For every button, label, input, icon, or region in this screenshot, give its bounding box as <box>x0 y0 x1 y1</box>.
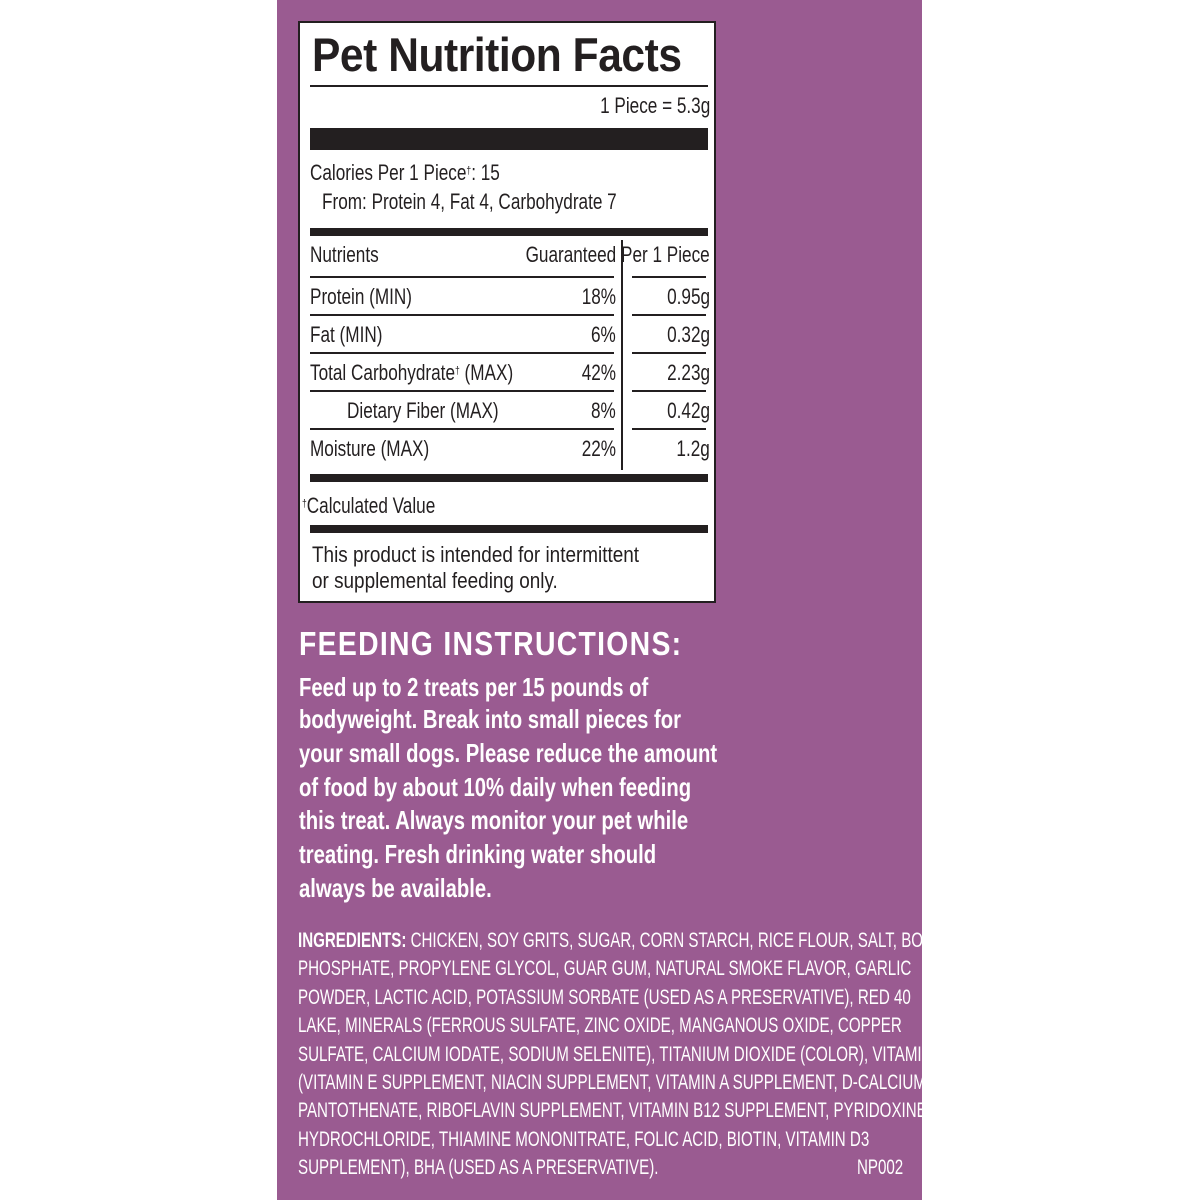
header-nutrients: Nutrients <box>310 242 379 267</box>
row-divider <box>632 314 706 316</box>
row-divider <box>310 276 614 278</box>
nutrient-name-text: Total Carbohydrate <box>310 360 455 385</box>
thick-divider <box>310 228 708 236</box>
per-piece-value: 0.95g <box>667 284 710 309</box>
header-per-piece: Per 1 Piece <box>621 242 710 267</box>
ingredients-line: INGREDIENTS: CHICKEN, SOY GRITS, SUGAR, … <box>298 927 944 955</box>
ingredients-line: LAKE, MINERALS (FERROUS SULFATE, ZINC OX… <box>298 1014 902 1037</box>
ingredients-line: HYDROCHLORIDE, THIAMINE MONONITRATE, FOL… <box>298 1128 870 1151</box>
calories-label: Calories Per 1 Piece <box>310 160 467 185</box>
feeding-line: always be available. <box>299 873 492 903</box>
ingredients-text: CHICKEN, SOY GRITS, SUGAR, CORN STARCH, … <box>406 929 945 952</box>
feeding-line: of food by about 10% daily when feeding <box>299 772 692 802</box>
thick-divider <box>310 128 708 150</box>
row-divider <box>632 276 706 278</box>
footnote-text: Calculated Value <box>306 493 436 518</box>
disclaimer-line: or supplemental feeding only. <box>312 568 558 593</box>
ingredients-line: PHOSPHATE, PROPYLENE GLYCOL, GUAR GUM, N… <box>298 957 912 980</box>
ingredients-line: (VITAMIN E SUPPLEMENT, NIACIN SUPPLEMENT… <box>298 1071 926 1094</box>
nutrient-suffix: (MAX) <box>459 360 514 385</box>
row-divider <box>310 314 614 316</box>
row-divider <box>632 352 706 354</box>
nutrient-name: Moisture (MAX) <box>310 436 430 461</box>
nutrient-name: Fat (MIN) <box>310 322 383 347</box>
guaranteed-value: 6% <box>591 322 616 347</box>
per-piece-value: 2.23g <box>667 360 710 385</box>
calories: Calories Per 1 Piece†: 15 <box>310 160 500 186</box>
dagger-mark: † <box>302 498 307 510</box>
per-piece-value: 0.32g <box>667 322 710 347</box>
guaranteed-value: 42% <box>581 360 616 385</box>
per-piece-value: 0.42g <box>667 398 710 423</box>
nutrition-title: Pet Nutrition Facts <box>312 28 682 81</box>
serving-size: 1 Piece = 5.3g <box>599 93 710 118</box>
feeding-line: bodyweight. Break into small pieces for <box>299 704 682 734</box>
footnote: †Calculated Value <box>302 493 435 519</box>
feeding-line: Feed up to 2 treats per 15 pounds of <box>299 672 649 702</box>
guaranteed-value: 18% <box>581 284 616 309</box>
ingredients-line: SULFATE, CALCIUM IODATE, SODIUM SELENITE… <box>298 1043 943 1066</box>
ingredients-line: SUPPLEMENT), BHA (USED AS A PRESERVATIVE… <box>298 1156 659 1179</box>
nutrition-facts-label: Pet Nutrition Facts 1 Piece = 5.3g Calor… <box>298 21 716 603</box>
ingredients-label: INGREDIENTS: <box>298 929 407 952</box>
row-divider <box>632 390 706 392</box>
calories-from: From: Protein 4, Fat 4, Carbohydrate 7 <box>322 189 617 214</box>
dagger-mark: † <box>454 365 460 377</box>
guaranteed-value: 22% <box>581 436 616 461</box>
nutrient-name: Total Carbohydrate† (MAX) <box>310 360 513 386</box>
row-divider <box>310 352 614 354</box>
guaranteed-value: 8% <box>591 398 616 423</box>
thick-divider <box>310 525 708 533</box>
feeding-line: treating. Fresh drinking water should <box>299 839 657 869</box>
nutrient-name: Dietary Fiber (MAX) <box>347 398 499 423</box>
dagger-mark: † <box>466 165 472 177</box>
row-divider <box>632 428 706 430</box>
disclaimer-line: This product is intended for intermitten… <box>312 542 640 567</box>
thick-divider <box>310 474 708 482</box>
header-guaranteed: Guaranteed <box>525 242 616 267</box>
row-divider <box>310 428 614 430</box>
nutrient-name: Protein (MIN) <box>310 284 413 309</box>
divider <box>310 85 708 87</box>
feeding-line: your small dogs. Please reduce the amoun… <box>299 738 718 768</box>
ingredients-line: PANTOTHENATE, RIBOFLAVIN SUPPLEMENT, VIT… <box>298 1099 927 1122</box>
calories-value: : 15 <box>471 160 500 185</box>
per-piece-value: 1.2g <box>676 436 710 461</box>
feeding-instructions-title: FEEDING INSTRUCTIONS: <box>299 625 683 662</box>
column-divider <box>621 240 623 470</box>
ingredients-line: POWDER, LACTIC ACID, POTASSIUM SORBATE (… <box>298 986 911 1009</box>
product-code: NP002 <box>856 1156 903 1179</box>
feeding-line: this treat. Always monitor your pet whil… <box>299 805 689 835</box>
row-divider <box>310 390 614 392</box>
